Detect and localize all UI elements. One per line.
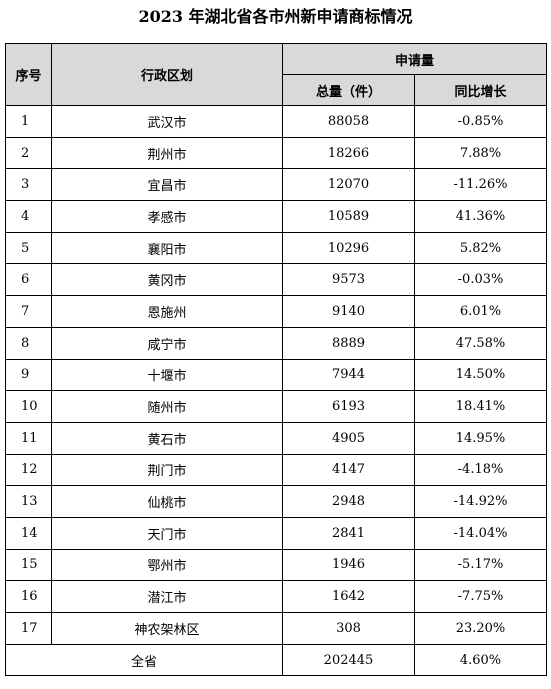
row-seq: 9 [5, 358, 52, 392]
row-seq: 16 [5, 580, 52, 613]
row-seq: 2 [5, 136, 52, 170]
row-seq: 14 [5, 516, 52, 550]
trademark-table: 序号 行政区划 申请量 总量（件） 同比增长 1 武汉市 88058 -0.85% 2 荆… [5, 43, 548, 677]
row-region: 襄阳市 [51, 231, 283, 265]
summary-row: 全省 202445 4.60% [5, 643, 548, 677]
table-row: 7 恩施州 9140 6.01% [5, 295, 548, 328]
row-seq: 13 [5, 485, 52, 518]
row-region: 恩施州 [51, 295, 283, 328]
row-region: 神农架林区 [51, 612, 283, 645]
row-total: 8889 [282, 326, 415, 360]
table-row: 9 十堰市 7944 14.50% [5, 358, 548, 392]
row-total: 1946 [282, 548, 415, 582]
row-total: 12070 [282, 168, 415, 202]
row-region: 天门市 [51, 516, 283, 550]
row-growth: 47.58% [413, 326, 548, 360]
row-growth: 14.50% [413, 358, 548, 392]
row-growth: -11.26% [413, 168, 548, 202]
row-total: 9140 [282, 295, 415, 328]
header-region: 行政区划 [51, 43, 283, 106]
row-growth: 14.95% [413, 421, 548, 455]
row-total: 4905 [282, 421, 415, 455]
row-region: 十堰市 [51, 358, 283, 392]
row-growth: 23.20% [413, 612, 548, 645]
row-region: 仙桃市 [51, 485, 283, 518]
table-row: 11 黄石市 4905 14.95% [5, 421, 548, 455]
row-seq: 15 [5, 548, 52, 582]
row-total: 10296 [282, 231, 415, 265]
row-growth: 6.01% [413, 295, 548, 328]
row-total: 1642 [282, 580, 415, 613]
row-growth: 5.82% [413, 231, 548, 265]
row-region: 荆门市 [51, 453, 283, 487]
table-row: 4 孝感市 10589 41.36% [5, 200, 548, 233]
header-total: 总量（件） [282, 74, 415, 106]
row-region: 咸宁市 [51, 326, 283, 360]
table-row: 6 黄冈市 9573 -0.03% [5, 263, 548, 297]
row-region: 黄石市 [51, 421, 283, 455]
row-seq: 7 [5, 295, 52, 328]
row-seq: 5 [5, 231, 52, 265]
row-seq: 6 [5, 263, 52, 297]
row-total: 6193 [282, 390, 415, 423]
row-growth: 7.88% [413, 136, 548, 170]
table-row: 3 宜昌市 12070 -11.26% [5, 168, 548, 202]
row-growth: -0.03% [413, 263, 548, 297]
row-total: 4147 [282, 453, 415, 487]
row-growth: 18.41% [413, 390, 548, 423]
row-growth: -7.75% [413, 580, 548, 613]
row-total: 2841 [282, 516, 415, 550]
row-total: 18266 [282, 136, 415, 170]
row-total: 2948 [282, 485, 415, 518]
row-growth: -14.92% [413, 485, 548, 518]
row-growth: 41.36% [413, 200, 548, 233]
summary-total: 202445 [282, 643, 415, 677]
table-row: 16 潜江市 1642 -7.75% [5, 580, 548, 613]
summary-growth: 4.60% [413, 643, 548, 677]
table-row: 17 神农架林区 308 23.20% [5, 612, 548, 645]
row-growth: -5.17% [413, 548, 548, 582]
row-region: 黄冈市 [51, 263, 283, 297]
row-growth: -14.04% [413, 516, 548, 550]
table-row: 12 荆门市 4147 -4.18% [5, 453, 548, 487]
table-row: 10 随州市 6193 18.41% [5, 390, 548, 423]
table-row: 2 荆州市 18266 7.88% [5, 136, 548, 170]
table-row: 1 武汉市 88058 -0.85% [5, 105, 548, 138]
row-total: 7944 [282, 358, 415, 392]
row-total: 10589 [282, 200, 415, 233]
summary-label: 全省 [5, 643, 283, 677]
header-row-sub: 总量（件） 同比增长 [6, 74, 548, 106]
header-growth: 同比增长 [413, 74, 548, 106]
row-region: 鄂州市 [51, 548, 283, 582]
row-region: 武汉市 [51, 105, 283, 138]
row-growth: -4.18% [413, 453, 548, 487]
table-row: 13 仙桃市 2948 -14.92% [5, 485, 548, 518]
row-growth: -0.85% [413, 105, 548, 138]
row-seq: 3 [5, 168, 52, 202]
header-row-top: 序号 行政区划 申请量 [5, 43, 548, 106]
row-seq: 8 [5, 326, 52, 360]
table-row: 15 鄂州市 1946 -5.17% [5, 548, 548, 582]
row-region: 潜江市 [51, 580, 283, 613]
row-seq: 1 [5, 105, 52, 138]
row-region: 孝感市 [51, 200, 283, 233]
row-seq: 17 [5, 612, 52, 645]
page-title: 2023 年湖北省各市州新申请商标情况 [138, 7, 413, 26]
table-row: 14 天门市 2841 -14.04% [5, 516, 548, 550]
row-region: 随州市 [51, 390, 283, 423]
table-row: 8 咸宁市 8889 47.58% [5, 326, 548, 360]
row-seq: 11 [5, 421, 52, 455]
row-seq: 4 [5, 200, 52, 233]
header-seq: 序号 [5, 43, 52, 106]
row-seq: 10 [5, 390, 52, 423]
row-total: 308 [282, 612, 415, 645]
row-region: 荆州市 [51, 136, 283, 170]
row-seq: 12 [5, 453, 52, 487]
table-row: 5 襄阳市 10296 5.82% [5, 231, 548, 265]
row-total: 88058 [282, 105, 415, 138]
row-total: 9573 [282, 263, 415, 297]
header-application-volume: 申请量 [281, 43, 548, 75]
row-region: 宜昌市 [51, 168, 283, 202]
